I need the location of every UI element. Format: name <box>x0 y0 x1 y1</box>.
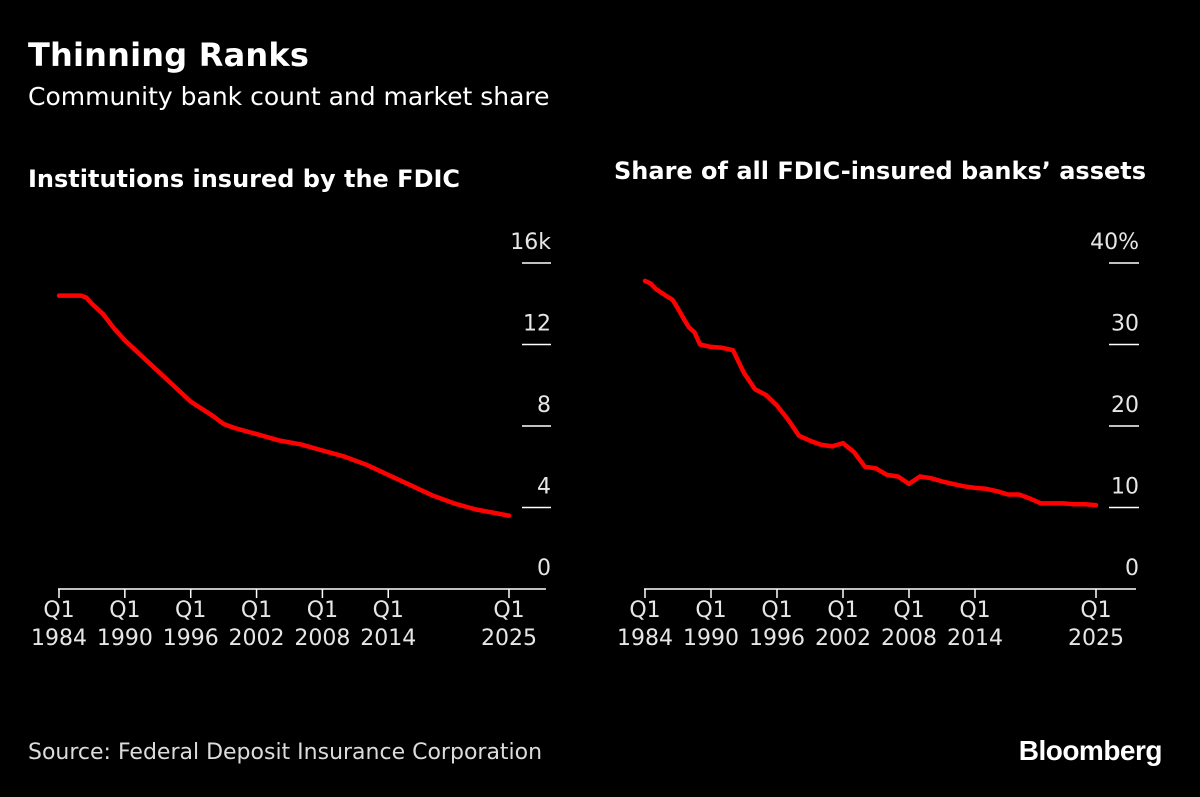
right-xtick-label-q-6: Q1 <box>1080 598 1111 623</box>
right-ytick-label-2: 20 <box>1111 393 1139 418</box>
left-xtick-label-q-2: Q1 <box>175 598 206 623</box>
right-xtick-label-year-0: 1984 <box>617 626 673 651</box>
left-xtick-label-q-4: Q1 <box>307 598 338 623</box>
left-ytick-label-3: 12 <box>523 312 551 337</box>
right-ytick-label-3: 30 <box>1111 312 1139 337</box>
right-xtick-label-q-2: Q1 <box>761 598 792 623</box>
chart-title: Thinning Ranks <box>28 36 310 74</box>
left-panel-title: Institutions insured by the FDIC <box>28 165 461 193</box>
bloomberg-logo: Bloomberg <box>1018 735 1163 766</box>
left-xtick-label-q-5: Q1 <box>373 598 404 623</box>
right-xtick-label-q-5: Q1 <box>959 598 990 623</box>
left-ytick-label-4: 16k <box>510 230 551 255</box>
left-xtick-label-year-6: 2025 <box>481 626 537 651</box>
right-ytick-label-0: 0 <box>1125 556 1139 581</box>
right-series-line <box>642 278 1099 508</box>
right-ytick-label-1: 10 <box>1111 475 1139 500</box>
right-xtick-label-year-1: 1990 <box>683 626 739 651</box>
right-xtick-label-q-3: Q1 <box>827 598 858 623</box>
right-xtick-label-year-3: 2002 <box>815 626 871 651</box>
right-panel-title: Share of all FDIC-insured banks’ assets <box>614 157 1147 185</box>
right-xtick-label-q-4: Q1 <box>893 598 924 623</box>
left-ytick-label-1: 4 <box>537 475 551 500</box>
left-series-line <box>56 293 512 518</box>
source-note: Source: Federal Deposit Insurance Corpor… <box>28 740 543 765</box>
left-ytick-label-2: 8 <box>537 393 551 418</box>
left-xtick-label-year-5: 2014 <box>360 626 416 651</box>
right-xtick-label-year-5: 2014 <box>947 626 1003 651</box>
left-xtick-label-year-3: 2002 <box>229 626 285 651</box>
left-xtick-label-year-4: 2008 <box>294 626 350 651</box>
right-xtick-label-year-6: 2025 <box>1068 626 1124 651</box>
left-xtick-label-q-3: Q1 <box>241 598 272 623</box>
left-xtick-label-q-1: Q1 <box>109 598 140 623</box>
right-xtick-label-year-4: 2008 <box>881 626 937 651</box>
left-xtick-label-year-2: 1996 <box>163 626 219 651</box>
chart-subtitle: Community bank count and market share <box>28 82 550 111</box>
right-ytick-label-4: 40% <box>1090 230 1139 255</box>
left-xtick-label-q-0: Q1 <box>43 598 74 623</box>
left-xtick-label-q-6: Q1 <box>493 598 524 623</box>
left-xtick-label-year-0: 1984 <box>31 626 87 651</box>
left-xtick-label-year-1: 1990 <box>97 626 153 651</box>
right-xtick-label-q-0: Q1 <box>629 598 660 623</box>
right-xtick-label-year-2: 1996 <box>749 626 805 651</box>
left-ytick-label-0: 0 <box>537 556 551 581</box>
right-xtick-label-q-1: Q1 <box>695 598 726 623</box>
